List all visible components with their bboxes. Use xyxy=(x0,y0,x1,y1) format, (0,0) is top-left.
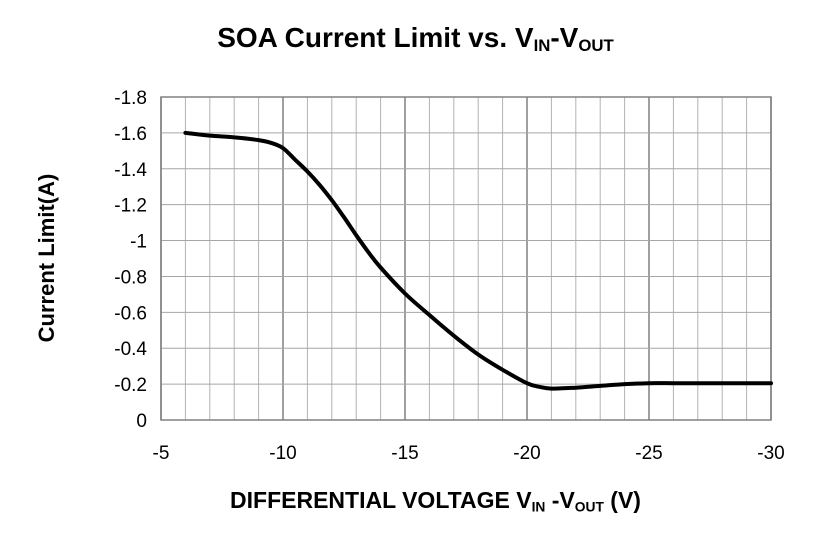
y-tick-label: -0.8 xyxy=(114,267,147,288)
y-tick-label: -1 xyxy=(130,232,147,253)
x-tick-label: -20 xyxy=(513,443,540,464)
x-tick-label: -25 xyxy=(635,443,662,464)
y-tick-label: -1.6 xyxy=(114,124,147,145)
x-tick-label: -30 xyxy=(757,443,784,464)
plot-frame xyxy=(160,96,772,421)
chart-title: SOA Current Limit vs. VIN-VOUT xyxy=(217,22,614,56)
series-layer xyxy=(183,130,773,391)
y-tick-label: -0.2 xyxy=(114,375,147,396)
x-tick-label: -5 xyxy=(153,443,170,464)
x-tick-label: -10 xyxy=(269,443,296,464)
series-line xyxy=(183,130,773,391)
y-tick-label: -0.4 xyxy=(114,339,147,360)
y-tick-label: -1.8 xyxy=(114,88,147,109)
y-tick-label: -1.4 xyxy=(114,160,147,181)
grid xyxy=(160,96,772,421)
x-tick-label: -15 xyxy=(391,443,418,464)
y-tick-label: -1.2 xyxy=(114,196,147,217)
tick-labels: 0 -0.2 -0.4 -0.6 -0.8 -1 -1.2 -1.4 -1.6 -1.8 -5 -10… xyxy=(114,88,784,464)
y-tick-label: 0 xyxy=(136,411,147,432)
x-axis-label: DIFFERENTIAL VOLTAGE VIN -VOUT (V) xyxy=(230,487,641,515)
y-tick-label: -0.6 xyxy=(114,303,147,324)
